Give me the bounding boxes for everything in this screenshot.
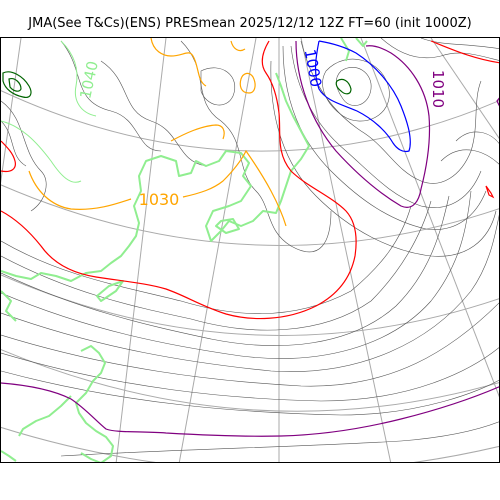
graticule	[1, 38, 499, 462]
isobar	[100, 60, 207, 167]
isobar	[380, 38, 499, 61]
parallel	[1, 90, 499, 152]
coastline	[1, 290, 17, 322]
isobar-1000	[314, 40, 411, 153]
isobar	[300, 40, 482, 184]
isobar	[1, 100, 47, 212]
high-center-contour	[2, 71, 32, 98]
isobar	[60, 421, 499, 457]
contour-label-1030: 1030	[139, 190, 180, 209]
map-frame: 1040 1030 1000 1010	[0, 37, 500, 463]
isobar-1020-line	[430, 40, 499, 64]
high-center-contour	[335, 78, 352, 95]
coastline	[75, 345, 114, 462]
isobar	[1, 302, 499, 387]
isobar-1040-line	[1, 120, 82, 183]
coastline	[340, 38, 350, 62]
isobar-1030-line	[170, 124, 225, 142]
isobar-1030-line	[239, 72, 256, 94]
meridian	[115, 38, 167, 462]
meridian	[300, 38, 392, 462]
parallel	[1, 426, 499, 462]
isobar	[322, 58, 390, 122]
isobar	[282, 45, 487, 230]
isobar-1010-line	[295, 40, 431, 208]
coastlines	[1, 38, 368, 462]
isobar-1020-line	[485, 185, 495, 199]
meridian	[1, 38, 22, 184]
isobar	[60, 40, 162, 152]
isobar	[1, 195, 450, 346]
coastline	[215, 218, 240, 234]
isobar	[455, 131, 499, 145]
isobar	[270, 60, 497, 257]
isobar-1010	[1, 40, 499, 437]
isobar-1000-line	[314, 40, 411, 153]
isobars	[1, 38, 499, 457]
parallel	[1, 184, 499, 246]
pressure-map: 1040 1030 1000 1010	[1, 38, 499, 462]
isobar-1040-line	[60, 40, 97, 117]
isobar	[200, 67, 235, 106]
coastline	[1, 72, 310, 282]
parallel	[1, 349, 499, 412]
contour-label-1000: 1000	[301, 48, 325, 89]
high-center-contour	[8, 78, 22, 92]
isobar-1010-line	[1, 382, 499, 437]
coastline	[1, 450, 17, 462]
parallel	[1, 274, 499, 336]
isobar-1020-line	[1, 40, 357, 320]
isobar	[1, 205, 412, 314]
isobar-1030-line	[150, 38, 207, 87]
isobar-1030-line	[28, 170, 132, 210]
isobar	[335, 67, 372, 106]
isobar	[1, 347, 499, 402]
isobar	[1, 190, 472, 359]
contour-label-1040: 1040	[76, 59, 102, 100]
coastline	[18, 395, 72, 437]
coastline	[355, 38, 368, 47]
map-title: JMA(See T&Cs)(ENS) PRESmean 2025/12/12 1…	[28, 16, 472, 31]
isobar	[1, 214, 499, 372]
isobar-1030-line	[182, 149, 287, 227]
contour-label-1010: 1010	[429, 70, 447, 108]
isobar	[440, 149, 499, 165]
isobar-1020	[1, 40, 499, 320]
isobar-1040	[1, 40, 97, 183]
isobar-1030-line	[230, 40, 246, 52]
isobar-1030	[28, 38, 287, 227]
isobar	[420, 38, 499, 49]
coastline	[96, 280, 124, 302]
high-centers	[2, 71, 352, 98]
isobar	[1, 200, 432, 331]
isobar	[1, 120, 27, 167]
isobar-1020-line	[1, 140, 16, 173]
meridian	[360, 38, 499, 398]
isobar	[1, 370, 499, 416]
meridian	[178, 38, 257, 462]
